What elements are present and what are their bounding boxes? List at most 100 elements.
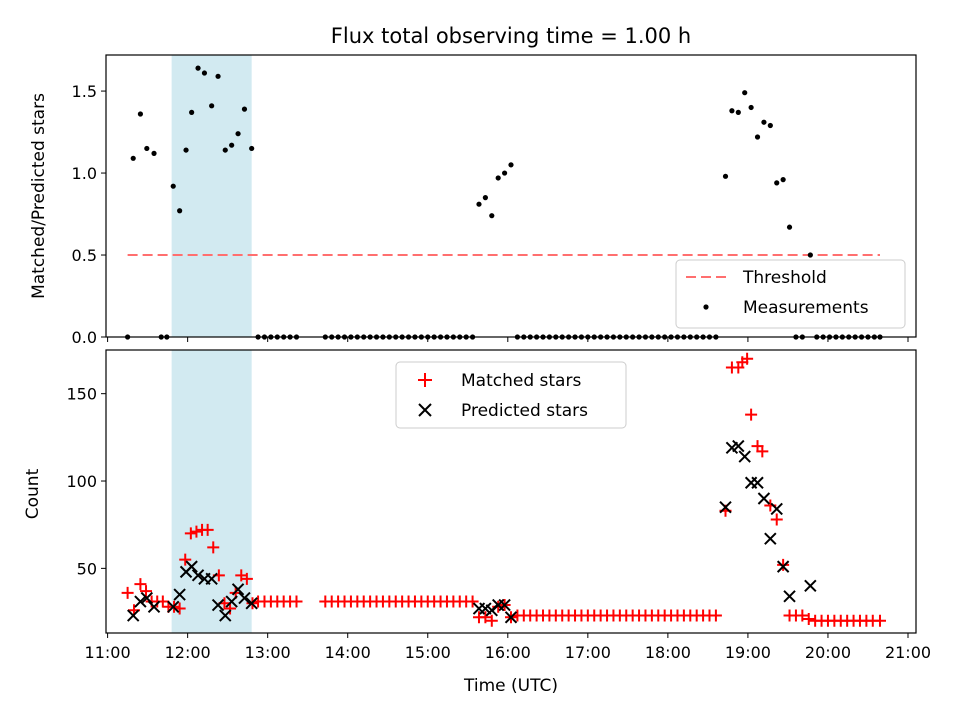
measurement-point <box>151 150 157 156</box>
predicted-star-point <box>225 595 238 608</box>
measurement-point <box>249 145 255 152</box>
matched-star-point <box>741 352 754 365</box>
matched-star-point <box>201 523 214 536</box>
predicted-star-point <box>147 600 161 614</box>
x-tick-label: 15:00 <box>405 643 451 662</box>
measurement-point <box>209 103 215 109</box>
measurement-points <box>125 65 883 340</box>
legend-predicted-swatch <box>418 403 432 417</box>
predicted-star-point <box>173 588 186 601</box>
y-tick-label: 0.0 <box>72 328 97 347</box>
measurement-point <box>761 119 767 125</box>
predicted-star-point <box>776 560 790 573</box>
y-tick-label: 50 <box>77 559 97 578</box>
predicted-star-point <box>757 492 771 505</box>
measurement-point <box>130 155 136 161</box>
predicted-star-point <box>205 572 218 586</box>
ratio-legend-box <box>675 259 906 329</box>
measurement-point <box>754 134 761 140</box>
measurement-point <box>235 131 241 137</box>
ratio-legend: Threshold Measurements <box>675 259 906 329</box>
predicted-star-point <box>498 598 511 612</box>
predicted-star-point <box>140 591 154 605</box>
measurement-point <box>780 177 786 183</box>
x-tick-label: 17:00 <box>565 643 611 662</box>
measurement-point <box>482 195 488 201</box>
count-x-ticks: 11:00 12:00 13:00 14:00 15:00 16:00 17:00 18:00… <box>85 633 931 662</box>
matched-star-point <box>770 513 783 526</box>
legend-measurement-swatch <box>703 304 709 310</box>
count-axes-frame <box>105 349 917 634</box>
measurement-point <box>495 175 501 181</box>
predicted-star-point <box>804 579 817 593</box>
measurement-point <box>767 122 773 129</box>
matched-star-point <box>190 525 203 538</box>
predicted-star-point <box>134 595 147 608</box>
ratio-x-ticks <box>107 337 909 342</box>
predicted-star-point <box>185 560 198 573</box>
predicted-star-point <box>211 598 225 612</box>
matched-star-point <box>240 572 253 585</box>
count-legend: Matched stars Predicted stars <box>395 361 627 429</box>
predicted-star-point <box>167 600 180 614</box>
measurement-point <box>476 201 482 207</box>
legend-predicted-label: Predicted stars <box>461 401 588 421</box>
measurement-point <box>501 170 508 176</box>
x-tick-label: 18:00 <box>645 643 691 662</box>
measurement-point <box>508 162 514 168</box>
ratio-y-ticks: 0.0 0.5 1.0 1.5 <box>72 82 106 347</box>
y-tick-label: 100 <box>66 472 97 491</box>
x-tick-label: 20:00 <box>805 643 851 662</box>
predicted-star-point <box>219 609 232 622</box>
measurement-point <box>748 104 754 111</box>
measurement-point <box>195 65 201 71</box>
count-legend-box <box>395 361 627 429</box>
measurement-point <box>807 252 813 258</box>
measurement-point <box>786 224 793 230</box>
predicted-star-point <box>732 439 745 453</box>
y-tick-label: 0.5 <box>72 246 97 265</box>
y-tick-label: 1.0 <box>72 164 97 183</box>
measurement-point <box>144 145 150 152</box>
legend-measurements-label: Measurements <box>743 298 869 318</box>
x-tick-label: 14:00 <box>325 643 371 662</box>
count-y-ticks: 50 100 150 <box>66 385 106 578</box>
count-x-label: Time (UTC) <box>463 676 558 696</box>
predicted-star-point <box>245 597 258 610</box>
figure-title: Flux total observing time = 1.00 h <box>331 24 691 48</box>
legend-matched-label: Matched stars <box>461 371 581 391</box>
x-tick-label: 21:00 <box>885 643 931 662</box>
matched-star-point <box>479 611 492 624</box>
predicted-star-point <box>231 583 245 596</box>
x-tick-label: 11:00 <box>85 643 131 662</box>
y-tick-label: 150 <box>66 385 97 404</box>
measurement-point <box>201 70 208 76</box>
predicted-star-points <box>127 439 817 624</box>
matched-star-point <box>796 609 809 622</box>
matched-star-point <box>207 541 220 554</box>
measurement-point <box>137 111 144 117</box>
predicted-star-point <box>191 569 205 582</box>
predicted-star-point <box>751 476 764 489</box>
measurement-point <box>183 147 189 153</box>
matched-star-point <box>485 614 498 627</box>
predicted-star-point <box>738 450 751 463</box>
observing-window-span-top <box>171 55 252 337</box>
y-tick-label: 1.5 <box>72 82 97 101</box>
matched-star-point <box>777 558 790 571</box>
predicted-star-point <box>238 591 251 605</box>
x-tick-label: 13:00 <box>245 643 291 662</box>
measurement-point <box>729 108 735 114</box>
matched-star-point <box>121 586 134 599</box>
matched-star-point <box>802 613 815 626</box>
matched-star-point <box>873 614 886 627</box>
matched-star-point <box>756 445 769 458</box>
matched-star-point <box>134 578 147 591</box>
predicted-star-point <box>783 590 796 603</box>
ratio-axes-frame <box>105 54 917 338</box>
ratio-axes: 0.0 0.5 1.0 1.5 Matched/Predicted stars Thr… <box>29 54 917 347</box>
measurement-point <box>229 142 235 148</box>
predicted-star-point <box>764 532 777 545</box>
